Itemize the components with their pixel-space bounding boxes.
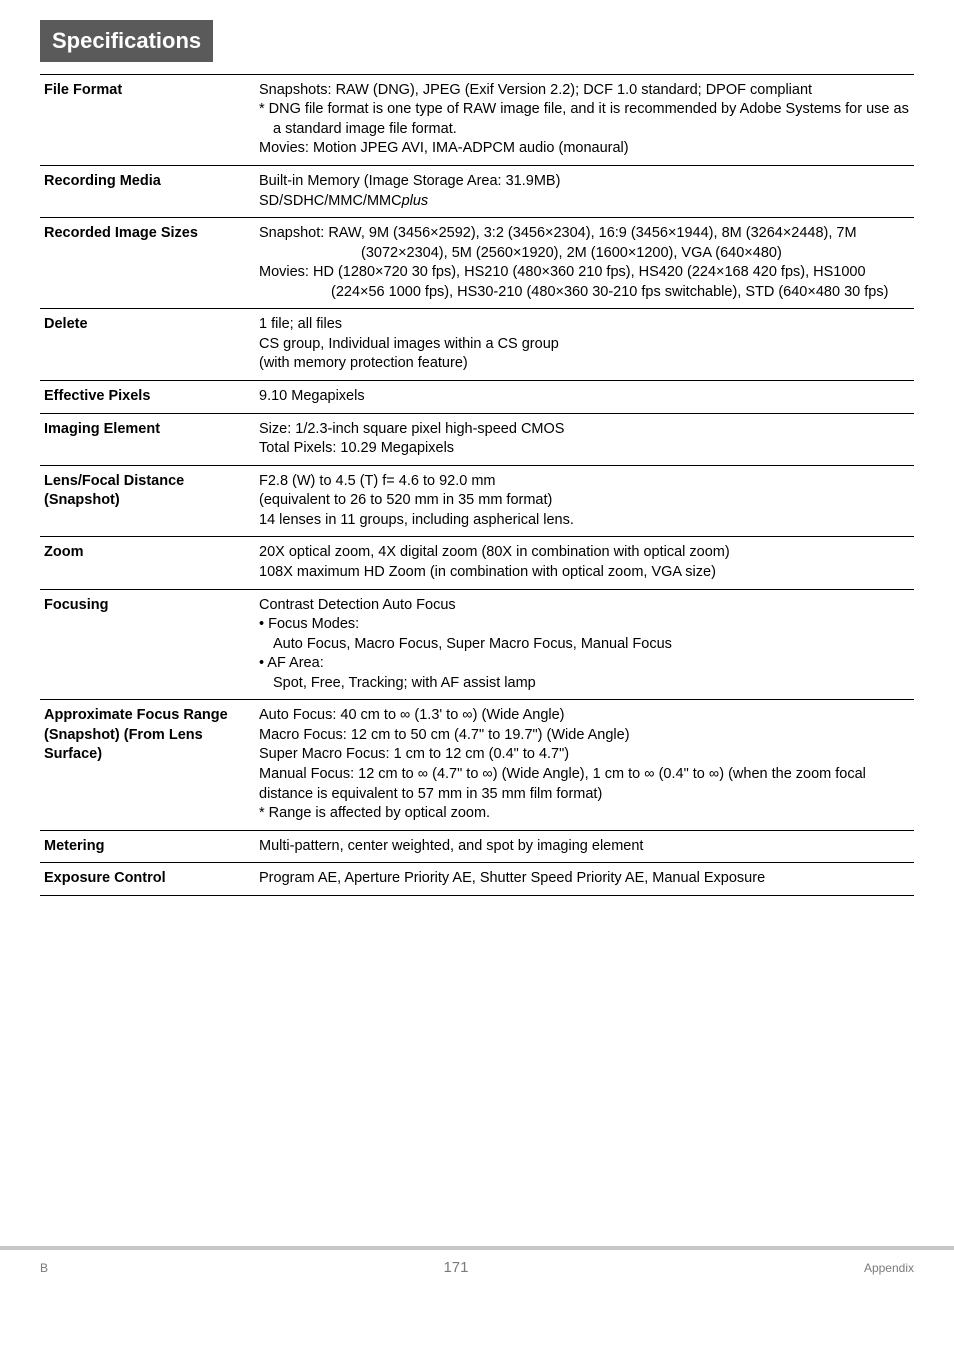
spec-line: (with memory protection feature) (259, 354, 910, 374)
spec-line: * Range is affected by optical zoom. (259, 804, 910, 824)
spec-row: Effective Pixels9.10 Megapixels (40, 381, 914, 414)
spec-value: Snapshots: RAW (DNG), JPEG (Exif Version… (255, 74, 914, 165)
spec-label: Imaging Element (40, 413, 255, 465)
spec-line: Macro Focus: 12 cm to 50 cm (4.7" to 19.… (259, 726, 910, 746)
footer-left: B (40, 1260, 48, 1276)
spec-label: Approximate Focus Range (Snapshot) (From… (40, 700, 255, 830)
spec-value: Size: 1/2.3-inch square pixel high-speed… (255, 413, 914, 465)
spec-row: Zoom20X optical zoom, 4X digital zoom (8… (40, 537, 914, 589)
spec-line: 108X maximum HD Zoom (in combination wit… (259, 563, 910, 583)
spec-label: Recording Media (40, 165, 255, 217)
spec-label: Metering (40, 830, 255, 863)
spec-label: Exposure Control (40, 863, 255, 896)
spec-line: Manual Focus: 12 cm to ∞ (4.7" to ∞) (Wi… (259, 765, 910, 804)
spec-value: Snapshot: RAW, 9M (3456×2592), 3:2 (3456… (255, 218, 914, 309)
page-number: 171 (443, 1258, 468, 1278)
spec-label: Focusing (40, 589, 255, 700)
spec-row: Lens/Focal Distance (Snapshot)F2.8 (W) t… (40, 465, 914, 537)
spec-label: Effective Pixels (40, 381, 255, 414)
footer-right: Appendix (864, 1260, 914, 1276)
spec-label: Lens/Focal Distance (Snapshot) (40, 465, 255, 537)
spec-line: 14 lenses in 11 groups, including aspher… (259, 511, 910, 531)
spec-row: Recorded Image SizesSnapshot: RAW, 9M (3… (40, 218, 914, 309)
spec-row: Delete1 file; all filesCS group, Individ… (40, 309, 914, 381)
spec-value: 1 file; all filesCS group, Individual im… (255, 309, 914, 381)
spec-value: Built-in Memory (Image Storage Area: 31.… (255, 165, 914, 217)
spec-line: Auto Focus: 40 cm to ∞ (1.3' to ∞) (Wide… (259, 706, 910, 726)
spec-row: Imaging ElementSize: 1/2.3-inch square p… (40, 413, 914, 465)
spec-value: 9.10 Megapixels (255, 381, 914, 414)
spec-line: Auto Focus, Macro Focus, Super Macro Foc… (259, 635, 910, 655)
spec-value: Program AE, Aperture Priority AE, Shutte… (255, 863, 914, 896)
spec-row: Recording MediaBuilt-in Memory (Image St… (40, 165, 914, 217)
spec-line: Movies: HD (1280×720 30 fps), HS210 (480… (259, 263, 910, 302)
section-title: Specifications (40, 20, 213, 62)
spec-row: Approximate Focus Range (Snapshot) (From… (40, 700, 914, 830)
specifications-table: File FormatSnapshots: RAW (DNG), JPEG (E… (40, 74, 914, 896)
spec-line: 9.10 Megapixels (259, 387, 910, 407)
spec-value: Auto Focus: 40 cm to ∞ (1.3' to ∞) (Wide… (255, 700, 914, 830)
spec-line: CS group, Individual images within a CS … (259, 335, 910, 355)
spec-line: Total Pixels: 10.29 Megapixels (259, 439, 910, 459)
spec-line: Program AE, Aperture Priority AE, Shutte… (259, 869, 910, 889)
page-footer: B 171 Appendix (0, 1246, 954, 1290)
spec-row: FocusingContrast Detection Auto Focus• F… (40, 589, 914, 700)
spec-line: Movies: Motion JPEG AVI, IMA-ADPCM audio… (259, 139, 910, 159)
spec-line: Snapshot: RAW, 9M (3456×2592), 3:2 (3456… (259, 224, 910, 263)
spec-line: (equivalent to 26 to 520 mm in 35 mm for… (259, 491, 910, 511)
spec-line: Size: 1/2.3-inch square pixel high-speed… (259, 420, 910, 440)
spec-line: Super Macro Focus: 1 cm to 12 cm (0.4" t… (259, 745, 910, 765)
spec-row: MeteringMulti-pattern, center weighted, … (40, 830, 914, 863)
spec-line: Contrast Detection Auto Focus (259, 596, 910, 616)
spec-line: Built-in Memory (Image Storage Area: 31.… (259, 172, 910, 192)
spec-label: Delete (40, 309, 255, 381)
spec-line: • AF Area: (259, 654, 910, 674)
spec-line: 1 file; all files (259, 315, 910, 335)
spec-line: • Focus Modes: (259, 615, 910, 635)
spec-label: Zoom (40, 537, 255, 589)
spec-label: Recorded Image Sizes (40, 218, 255, 309)
spec-line: F2.8 (W) to 4.5 (T) f= 4.6 to 92.0 mm (259, 472, 910, 492)
spec-line: * DNG file format is one type of RAW ima… (259, 100, 910, 139)
spec-line: Snapshots: RAW (DNG), JPEG (Exif Version… (259, 81, 910, 101)
spec-row: Exposure ControlProgram AE, Aperture Pri… (40, 863, 914, 896)
spec-line: Multi-pattern, center weighted, and spot… (259, 837, 910, 857)
spec-value: 20X optical zoom, 4X digital zoom (80X i… (255, 537, 914, 589)
spec-value: F2.8 (W) to 4.5 (T) f= 4.6 to 92.0 mm(eq… (255, 465, 914, 537)
spec-line: SD/SDHC/MMC/MMCplus (259, 192, 910, 212)
spec-row: File FormatSnapshots: RAW (DNG), JPEG (E… (40, 74, 914, 165)
spec-line: Spot, Free, Tracking; with AF assist lam… (259, 674, 910, 694)
spec-value: Multi-pattern, center weighted, and spot… (255, 830, 914, 863)
spec-label: File Format (40, 74, 255, 165)
spec-line: 20X optical zoom, 4X digital zoom (80X i… (259, 543, 910, 563)
spec-value: Contrast Detection Auto Focus• Focus Mod… (255, 589, 914, 700)
